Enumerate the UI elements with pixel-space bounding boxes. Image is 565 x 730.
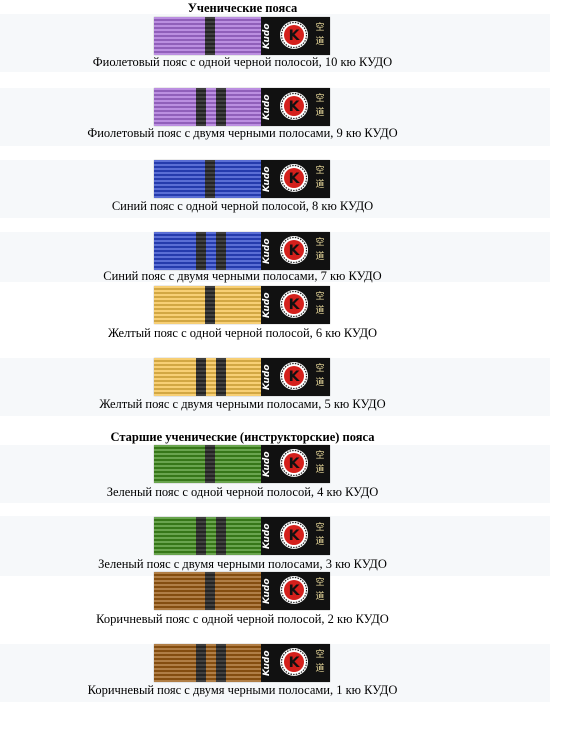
belt-image: Kudo K 空道 xyxy=(154,286,330,324)
belt-logo-patch: Kudo K 空道 xyxy=(261,445,330,483)
section-heading-senior: Старшие ученические (инструкторские) поя… xyxy=(110,430,375,444)
black-stripe xyxy=(216,644,226,682)
belt-caption: Зеленый пояс с одной черной полосой, 4 к… xyxy=(106,485,379,499)
black-stripe xyxy=(196,358,206,396)
kudo-emblem-icon: K xyxy=(280,521,308,549)
svg-text:K: K xyxy=(289,528,301,544)
belt-caption: Желтый пояс с одной черной полосой, 6 кю… xyxy=(107,326,378,340)
belt-image: Kudo K 空道 xyxy=(154,358,330,396)
belt-image: Kudo K 空道 xyxy=(154,88,330,126)
belt-image: Kudo K 空道 xyxy=(154,644,330,682)
black-stripe xyxy=(216,358,226,396)
svg-text:K: K xyxy=(289,583,301,599)
black-stripe xyxy=(216,517,226,555)
kudo-emblem-icon: K xyxy=(280,290,308,318)
svg-text:K: K xyxy=(289,456,301,472)
kudo-emblem-icon: K xyxy=(280,92,308,120)
belt-image: Kudo K 空道 xyxy=(154,445,330,483)
black-stripe xyxy=(205,445,215,483)
svg-text:K: K xyxy=(289,171,301,187)
kudo-kanji-text: 空道 xyxy=(315,292,325,316)
svg-text:K: K xyxy=(289,297,301,313)
belt-logo-patch: Kudo K 空道 xyxy=(261,232,330,270)
kudo-emblem-icon: K xyxy=(280,648,308,676)
belt-logo-patch: Kudo K 空道 xyxy=(261,160,330,198)
kudo-kanji-text: 空道 xyxy=(315,451,325,475)
belt-logo-patch: Kudo K 空道 xyxy=(261,286,330,324)
belt-caption: Синий пояс с двумя черными полосами, 7 к… xyxy=(103,269,382,283)
kudo-brand-text: Kudo xyxy=(262,292,272,318)
belt-caption: Фиолетовый пояс с двумя черными полосами… xyxy=(87,126,398,140)
kudo-kanji-text: 空道 xyxy=(315,166,325,190)
belt-logo-patch: Kudo K 空道 xyxy=(261,644,330,682)
belt-caption: Коричневый пояс с одной черной полосой, … xyxy=(96,612,389,626)
kudo-brand-text: Kudo xyxy=(262,94,272,120)
black-stripe xyxy=(196,88,206,126)
kudo-emblem-icon: K xyxy=(280,576,308,604)
kudo-brand-text: Kudo xyxy=(262,23,272,49)
belt-logo-patch: Kudo K 空道 xyxy=(261,358,330,396)
kudo-kanji-text: 空道 xyxy=(315,650,325,674)
belt-caption: Синий пояс с одной черной полосой, 8 кю … xyxy=(111,199,374,213)
kudo-kanji-text: 空道 xyxy=(315,364,325,388)
kudo-kanji-text: 空道 xyxy=(315,238,325,262)
kudo-brand-text: Kudo xyxy=(262,364,272,390)
kudo-emblem-icon: K xyxy=(280,236,308,264)
kudo-brand-text: Kudo xyxy=(262,578,272,604)
belt-caption: Зеленый пояс с двумя черными полосами, 3… xyxy=(98,557,387,571)
belt-logo-patch: Kudo K 空道 xyxy=(261,88,330,126)
belt-logo-patch: Kudo K 空道 xyxy=(261,572,330,610)
kudo-kanji-text: 空道 xyxy=(315,578,325,602)
kudo-emblem-icon: K xyxy=(280,362,308,390)
belt-image: Kudo K 空道 xyxy=(154,572,330,610)
kudo-kanji-text: 空道 xyxy=(315,23,325,47)
black-stripe xyxy=(196,517,206,555)
svg-text:K: K xyxy=(289,99,301,115)
black-stripe xyxy=(196,644,206,682)
kudo-brand-text: Kudo xyxy=(262,523,272,549)
kudo-kanji-text: 空道 xyxy=(315,94,325,118)
black-stripe xyxy=(205,572,215,610)
kudo-emblem-icon: K xyxy=(280,21,308,49)
belt-caption: Коричневый пояс с двумя черными полосами… xyxy=(87,683,398,697)
svg-text:K: K xyxy=(289,369,301,385)
black-stripe xyxy=(205,17,215,55)
belt-image: Kudo K 空道 xyxy=(154,232,330,270)
black-stripe xyxy=(196,232,206,270)
black-stripe xyxy=(216,232,226,270)
svg-text:K: K xyxy=(289,28,301,44)
belt-image: Kudo K 空道 xyxy=(154,160,330,198)
black-stripe xyxy=(216,88,226,126)
svg-text:K: K xyxy=(289,655,301,671)
belt-image: Kudo K 空道 xyxy=(154,517,330,555)
black-stripe xyxy=(205,160,215,198)
black-stripe xyxy=(205,286,215,324)
kudo-brand-text: Kudo xyxy=(262,238,272,264)
kudo-brand-text: Kudo xyxy=(262,650,272,676)
kudo-kanji-text: 空道 xyxy=(315,523,325,547)
kudo-brand-text: Kudo xyxy=(262,166,272,192)
belt-logo-patch: Kudo K 空道 xyxy=(261,517,330,555)
belt-logo-patch: Kudo K 空道 xyxy=(261,17,330,55)
section-heading-student: Ученические пояса xyxy=(187,1,298,15)
svg-text:K: K xyxy=(289,243,301,259)
belt-caption: Желтый пояс с двумя черными полосами, 5 … xyxy=(99,397,386,411)
belt-image: Kudo K 空道 xyxy=(154,17,330,55)
kudo-emblem-icon: K xyxy=(280,164,308,192)
kudo-emblem-icon: K xyxy=(280,449,308,477)
kudo-brand-text: Kudo xyxy=(262,451,272,477)
belt-caption: Фиолетовый пояс с одной черной полосой, … xyxy=(92,55,393,69)
